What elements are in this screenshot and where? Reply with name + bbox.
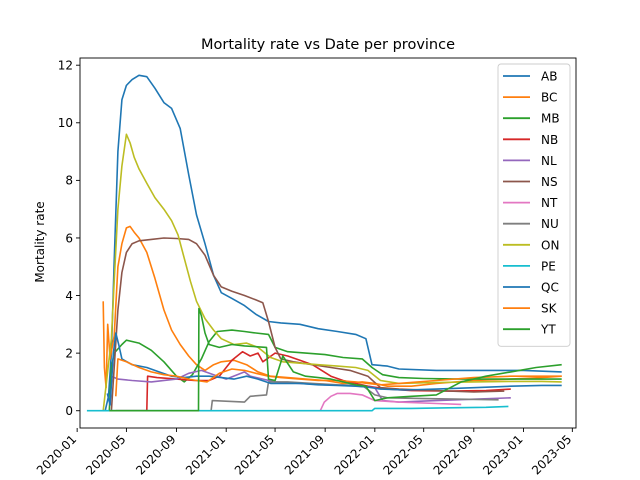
y-axis-label: Mortality rate [33, 201, 47, 282]
series-layer [86, 74, 562, 412]
legend-label-yt: YT [540, 323, 556, 337]
y-tick-label: 8 [65, 174, 73, 188]
legend-label-mb: MB [541, 112, 560, 126]
legend-label-on: ON [541, 238, 559, 252]
plot-frame [79, 57, 577, 429]
y-tick-label: 10 [58, 116, 73, 130]
y-tick-label: 2 [65, 346, 73, 360]
series-line-ns [110, 237, 505, 411]
legend-label-nb: NB [541, 133, 558, 147]
series-line-on [102, 133, 562, 411]
legend-label-qc: QC [541, 281, 559, 295]
chart-title: Mortality rate vs Date per province [201, 37, 455, 53]
y-tick-label: 6 [65, 231, 73, 245]
legend-label-nu: NU [541, 217, 559, 231]
legend-label-ns: NS [541, 175, 558, 189]
legend-label-sk: SK [541, 302, 558, 316]
y-tick-label: 12 [58, 58, 73, 72]
series-line-nt [319, 392, 462, 412]
legend-box [497, 63, 571, 347]
series-line-qc [106, 332, 562, 406]
series-line-sk [115, 358, 562, 397]
series-line-yt [109, 307, 562, 412]
legend-label-pe: PE [541, 259, 556, 273]
legend-label-bc: BC [541, 91, 557, 105]
y-tick-label: 4 [65, 289, 73, 303]
legend-label-ab: AB [541, 70, 557, 84]
legend-label-nt: NT [541, 196, 558, 210]
legend: AB BC MB NB NL NS NT NU ON PE QC SK YT [497, 63, 571, 347]
legend-label-nl: NL [541, 154, 557, 168]
y-axis: 0 2 4 6 8 10 12 [58, 58, 80, 418]
series-line-mb [108, 329, 562, 411]
y-tick-label: 0 [65, 404, 73, 418]
series-line-ab [104, 74, 562, 411]
